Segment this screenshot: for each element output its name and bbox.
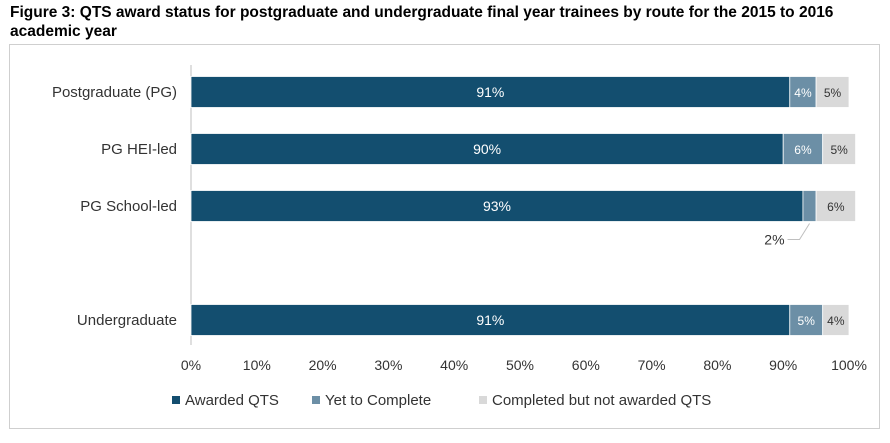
data-label-completed-but-not-awarded-qts-pg-hei-led: 5% (830, 143, 848, 157)
data-label-awarded-qts-pg-school-led: 93% (483, 198, 511, 214)
bar-completed-but-not-awarded-qts-undergraduate (822, 304, 850, 336)
x-tick-label-60: 60% (572, 357, 600, 373)
legend-label-yet-to-complete: Yet to Complete (325, 392, 431, 409)
chart-panel: Postgraduate (PG) PG HEI-led PG School-led… (9, 44, 880, 429)
bar-yet-to-complete-pg-school-led (802, 190, 817, 222)
data-label-yet-to-complete-postgraduate-pg: 4% (794, 86, 812, 100)
category-label-undergraduate: Undergraduate (77, 312, 177, 329)
bar-yet-to-complete-postgraduate-pg (789, 76, 817, 108)
bar-yet-to-complete-undergraduate (789, 304, 824, 336)
legend-swatch-yet-to-complete (312, 396, 320, 404)
bar-awarded-qts-undergraduate (190, 304, 791, 336)
data-label-awarded-qts-postgraduate-pg: 91% (476, 84, 504, 100)
x-tick-label-10: 10% (243, 357, 271, 373)
data-label-yet-to-complete-undergraduate: 5% (798, 314, 816, 328)
x-tick-label-0: 0% (181, 357, 201, 373)
data-label-completed-but-not-awarded-qts-postgraduate-pg: 5% (824, 86, 842, 100)
x-tick-label-50: 50% (506, 357, 534, 373)
x-tick-label-100: 100% (831, 357, 867, 373)
x-tick-label-70: 70% (638, 357, 666, 373)
x-tick-label-30: 30% (374, 357, 402, 373)
legend-swatch-completed-but-not-awarded-qts (479, 396, 487, 404)
legend-label-awarded-qts: Awarded QTS (185, 392, 279, 409)
callout-leader-line (787, 223, 810, 240)
bar-completed-but-not-awarded-qts-pg-hei-led (822, 133, 856, 165)
data-label-completed-but-not-awarded-qts-pg-school-led: 6% (827, 200, 845, 214)
chart-title: Figure 3: QTS award status for postgradu… (10, 4, 834, 40)
x-tick-label-80: 80% (703, 357, 731, 373)
x-tick-label-90: 90% (769, 357, 797, 373)
category-label-pg-school-led: PG School-led (80, 198, 177, 215)
data-label-completed-but-not-awarded-qts-undergraduate: 4% (827, 314, 845, 328)
category-label-pg-hei-led: PG HEI-led (101, 141, 177, 158)
x-tick-label-40: 40% (440, 357, 468, 373)
category-label-postgraduate-pg: Postgraduate (PG) (52, 84, 177, 101)
legend-swatch-awarded-qts (172, 396, 180, 404)
data-label-yet-to-complete-pg-hei-led: 6% (794, 143, 812, 157)
legend-label-completed-but-not-awarded-qts: Completed but not awarded QTS (492, 392, 711, 409)
x-tick-label-20: 20% (309, 357, 337, 373)
bar-completed-but-not-awarded-qts-pg-school-led (815, 190, 856, 222)
bar-completed-but-not-awarded-qts-postgraduate-pg (815, 76, 850, 108)
stacked-bar-chart: Postgraduate (PG) PG HEI-led PG School-led… (52, 65, 867, 409)
callout-label: 2% (764, 232, 784, 248)
data-label-awarded-qts-pg-hei-led: 90% (473, 141, 501, 157)
data-label-awarded-qts-undergraduate: 91% (476, 312, 504, 328)
